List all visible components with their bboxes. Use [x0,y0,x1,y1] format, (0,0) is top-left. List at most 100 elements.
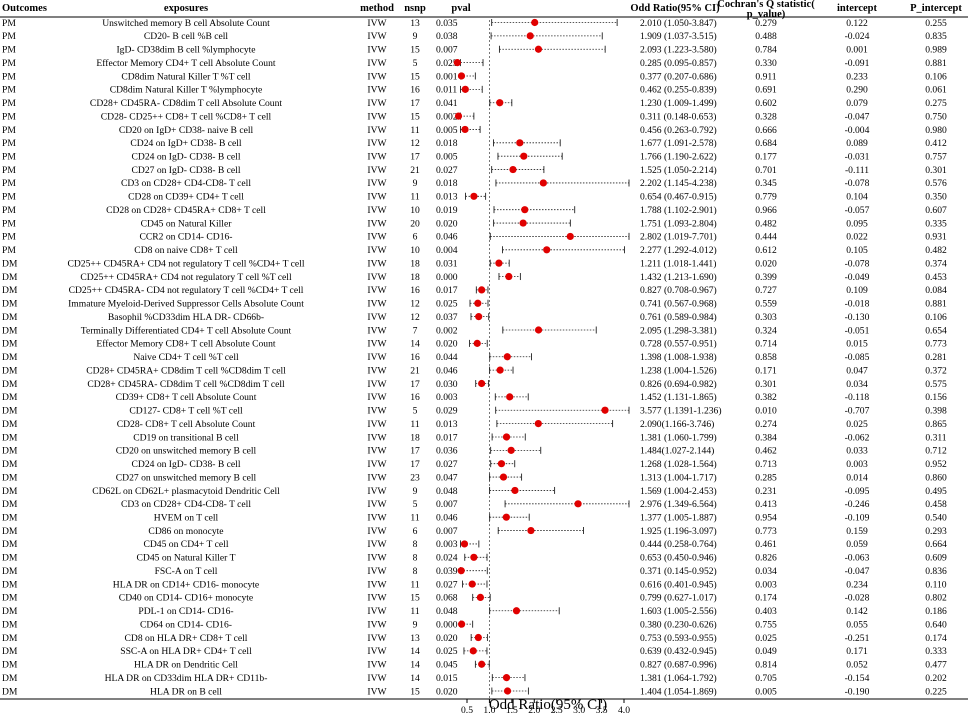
cochran-q-cell: 0.324 [755,325,777,336]
outcome-cell: PM [2,45,16,56]
exposure-cell: Naive CD4+ T cell %T cell [133,352,239,363]
nsnp-cell: 13 [410,633,420,644]
odds-ratio-cell: 0.311 (0.148-0.653) [640,111,716,122]
nsnp-cell: 17 [410,459,420,470]
pval-cell: 0.019 [436,205,458,216]
table-row: PM CD28 on CD28+ CD45RA+ CD8+ T cell IVW 10… [2,205,947,216]
p-intercept-cell: 0.374 [925,258,947,269]
header-odds-ratio: Odd Ratio(95% CI) [630,3,720,14]
outcome-cell: DM [2,419,18,430]
p-intercept-cell: 0.881 [925,299,947,310]
nsnp-cell: 18 [410,258,420,269]
cochran-q-cell: 0.034 [755,566,777,577]
cochran-q-cell: 0.382 [755,392,777,403]
cochran-q-cell: 0.705 [755,673,777,684]
nsnp-cell: 23 [410,472,420,483]
point-estimate [503,687,512,695]
intercept-cell: -0.057 [845,205,870,216]
table-row: PM CD8 on naive CD8+ T cell IVW 10 0.004 2.27… [2,245,947,256]
exposure-cell: CD20 on IgD+ CD38- naive B cell [119,125,254,136]
table-row: DM HLA DR on Dendritic Cell IVW 14 0.045 0.82… [2,660,947,671]
table-row: DM Effector Memory CD8+ T cell Absolute C… [2,339,947,350]
outcome-cell: PM [2,178,16,189]
exposure-cell: CD62L on CD62L+ plasmacytoid Dendritic C… [92,486,280,497]
method-cell: IVW [367,686,387,697]
odds-ratio-cell: 2.976 (1.349-6.564) [640,499,717,510]
nsnp-cell: 18 [410,432,420,443]
pval-cell: 0.045 [436,660,458,671]
nsnp-cell: 11 [410,579,419,590]
pval-cell: 0.005 [436,152,458,163]
method-cell: IVW [367,299,387,310]
odds-ratio-cell: 0.380 (0.230-0.626) [640,619,717,630]
intercept-cell: 0.109 [846,285,868,296]
exposure-cell: Effector Memory CD8+ T cell Absolute Cou… [96,339,275,350]
exposure-cell: IgD- CD38dim B cell %lymphocyte [116,45,255,56]
pval-cell: 0.003 [436,392,458,403]
point-estimate [601,406,609,414]
method-cell: IVW [367,285,387,296]
exposure-cell: HLA DR on CD14+ CD16- monocyte [113,579,259,590]
table-row: DM CD127- CD8+ T cell %T cell IVW 5 0.029 3.5… [2,406,947,417]
method-cell: IVW [367,192,387,203]
intercept-cell: -0.111 [845,165,869,176]
point-estimate [531,18,539,27]
table-row: PM IgD- CD38dim B cell %lymphocyte IVW 15 0.… [2,45,947,56]
outcome-cell: DM [2,593,18,604]
exposure-cell: CD28+ CD45RA- CD8dim T cell %CD8dim T ce… [87,379,285,390]
table-row: PM Effector Memory CD4+ T cell Absolute C… [2,58,947,69]
method-cell: IVW [367,218,387,229]
table-row: PM Unswitched memory B cell Absolute Coun… [2,18,947,29]
p-intercept-cell: 0.712 [925,446,947,457]
table-row: DM HLA DR on CD14+ CD16- monocyte IVW 11 0.0… [2,579,947,590]
odds-ratio-cell: 1.238 (1.004-1.526) [640,365,717,376]
exposure-cell: CD27 on IgD- CD38- B cell [132,165,241,176]
method-cell: IVW [367,526,387,537]
intercept-cell: -0.154 [845,673,870,684]
odds-ratio-cell: 1.404 (1.054-1.869) [640,686,717,697]
point-estimate [526,32,534,40]
outcome-cell: DM [2,406,18,417]
nsnp-cell: 12 [410,138,420,149]
cochran-q-cell: 0.303 [755,312,777,323]
table-row: DM CD24 on IgD- CD38- B cell IVW 17 0.027 1.2… [2,459,947,470]
header-outcomes: Outcomes [2,3,47,14]
x-axis-title: Odd Ratio(95% CI) [489,697,607,713]
outcome-cell: PM [2,165,16,176]
p-intercept-cell: 0.458 [925,499,947,510]
method-cell: IVW [367,406,387,417]
exposure-cell: HVEM on T cell [154,512,219,523]
odds-ratio-cell: 0.456 (0.263-0.792) [640,125,717,136]
header-cochran-q-line2: p_value) [747,9,786,20]
odds-ratio-cell: 3.577 (1.1391-1.236) [640,406,722,417]
odds-ratio-cell: 0.654 (0.467-0.915) [640,192,717,203]
pval-cell: 0.020 [436,218,458,229]
header-pval: pval [451,3,470,14]
odds-ratio-cell: 0.827 (0.708-0.967) [640,285,717,296]
nsnp-cell: 8 [413,566,418,577]
p-intercept-cell: 0.540 [925,512,947,523]
point-estimate [503,353,511,361]
odds-ratio-cell: 0.826 (0.694-0.982) [640,379,717,390]
p-intercept-cell: 0.061 [925,85,947,96]
outcome-cell: PM [2,232,16,243]
table-row: PM CD8dim Natural Killer T %T cell IVW 15 0.… [2,71,947,82]
table-row: DM HLA DR on B cell IVW 15 0.020 1.404 (1.054… [2,686,947,697]
point-estimate [478,286,486,294]
intercept-cell: -0.031 [845,152,870,163]
odds-ratio-cell: 1.313 (1.004-1.717) [640,472,717,483]
x-tick-label: 3.5 [596,705,608,715]
method-cell: IVW [367,178,387,189]
odds-ratio-cell: 0.653 (0.450-0.946) [640,553,717,564]
cochran-q-cell: 0.174 [755,593,777,604]
method-cell: IVW [367,45,387,56]
method-cell: IVW [367,633,387,644]
odds-ratio-cell: 0.753 (0.593-0.955) [640,633,717,644]
outcome-cell: DM [2,646,18,657]
cochran-q-cell: 0.814 [755,660,777,671]
exposure-cell: CD86 on monocyte [148,526,223,537]
p-intercept-cell: 0.174 [925,633,947,644]
method-cell: IVW [367,85,387,96]
method-cell: IVW [367,606,387,617]
intercept-cell: -0.063 [845,553,870,564]
